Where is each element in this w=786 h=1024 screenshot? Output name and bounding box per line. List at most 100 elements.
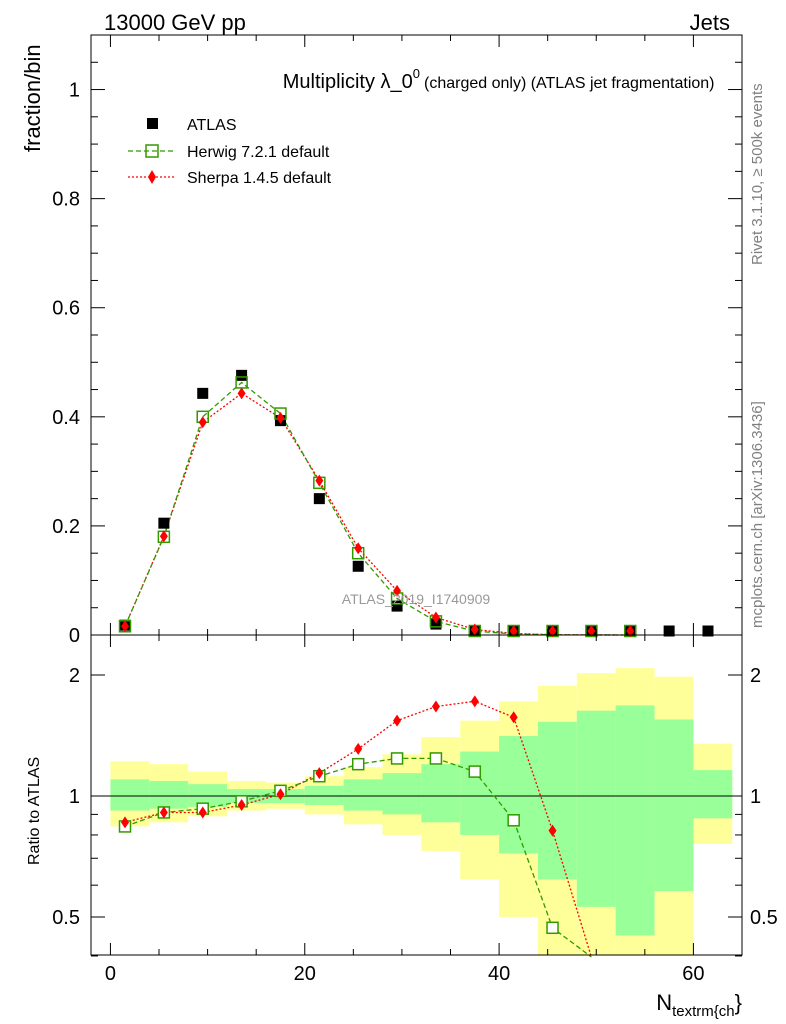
x-label-sub: textrm{ch [672,1003,735,1020]
sherpa-ratio-point [198,806,207,819]
ratio-band-inner [421,764,461,823]
ratio-band-inner [693,770,733,819]
herwig-line [124,381,631,636]
sherpa-point [509,625,518,637]
sherpa-point [121,620,130,633]
sherpa-ratio-point [431,700,440,713]
sherpa-ratio-point [237,798,246,811]
legend-herwig-marker [145,144,159,158]
ratio-tick-label-left: 1 [69,786,80,808]
sherpa-ratio-point [121,816,130,829]
legend-sherpa-marker [148,170,156,184]
chart-title: Multiplicity λ_00 [283,66,420,93]
sherpa-point [276,411,285,424]
x-tick-label: 60 [682,963,704,985]
ratio-band-inner [188,784,228,807]
ratio-y-axis-label: Ratio to ATLAS [26,757,43,865]
chart-subtitle: (charged only) (ATLAS jet fragmentation) [424,75,715,92]
atlas-point [391,600,403,612]
atlas-point [702,625,714,637]
herwig-ratio-point [429,752,443,765]
atlas-point [236,369,248,381]
rivet-label: Rivet 3.1.10, ≥ 500k events [749,83,766,265]
sherpa-point [431,611,440,624]
ratio-band-inner [654,719,694,892]
ratio-band-inner [537,721,577,880]
y-tick-label: 1 [69,80,80,102]
x-label-main: N [656,990,672,1015]
sherpa-line [124,392,631,636]
ratio-band-inner [576,710,616,907]
ratio-bands [91,668,742,955]
ratio-band-inner [615,705,655,936]
sherpa-point [470,623,479,636]
sherpa-point [587,625,596,637]
atlas-point [430,618,442,630]
ratio-tick-label-left: 0.5 [52,907,80,929]
title-superscript: 0 [413,66,420,81]
atlas-point [197,387,209,399]
legend-herwig-label: Herwig 7.2.1 default [187,144,330,161]
atlas-point [663,625,675,637]
legend-atlas-marker [147,118,158,129]
ratio-tick-label-right: 1 [750,786,761,808]
ratio-band-inner [499,736,538,854]
sherpa-point [393,584,402,597]
title-main: Multiplicity λ_0 [283,71,413,93]
sherpa-point [626,625,635,637]
sherpa-ratio-point [276,788,285,801]
ratio-tick-label-right: 2 [750,665,761,687]
herwig-ratio-point [546,921,559,935]
sherpa-ratio-point [315,767,324,780]
y-tick-label: 0.2 [52,516,80,538]
atlas-point [352,560,364,572]
y-axis-label: fraction/bin [20,44,45,152]
ratio-plot-marks [118,695,593,958]
ratio-band-inner [382,773,422,815]
ratio-band-inner [460,751,500,835]
atlas-point [158,517,170,529]
x-tick-label: 40 [488,963,510,985]
ratio-tick-label-right: 0.5 [750,907,778,929]
ratio-band-inner [110,779,150,811]
watermark: ATLAS_2019_I1740909 [342,591,491,607]
ratio-tick-label-left: 2 [69,665,80,687]
sherpa-point [159,530,168,543]
sherpa-ratio-point [354,742,363,755]
x-tick-label: 20 [294,963,316,985]
sherpa-ratio-point [159,806,168,819]
herwig-ratio-point [468,765,482,778]
atlas-point [313,493,325,505]
legend-atlas-label: ATLAS [187,117,237,134]
sherpa-point [315,474,324,487]
y-tick-label: 0 [69,625,80,647]
x-tick-label: 0 [105,963,116,985]
sherpa-ratio-point [509,711,518,724]
ratio-frame [90,634,743,956]
sherpa-point [198,416,207,429]
sherpa-point [237,387,246,400]
x-label-close: } [735,990,742,1015]
mcplots-label: mcplots.cern.ch [arXiv:1306.3436] [749,401,766,628]
sherpa-point [354,542,363,555]
y-tick-label: 0.6 [52,298,80,320]
ratio-band-inner [304,785,344,805]
ratio-band-inner [149,780,189,809]
sherpa-ratio-point [548,824,557,837]
sherpa-point [548,625,557,637]
axes: 0 20 40 60 0 0.2 0.4 0.6 0.8 1 0.5 0.5 1 1 2 2 [52,34,778,985]
y-tick-label: 0.8 [52,189,80,211]
ratio-band-inner [343,779,383,811]
header-left: 13000 GeV pp [104,10,246,35]
herwig-ratio-point [390,752,404,765]
x-axis-label: Ntextrm{ch} [656,990,742,1020]
sherpa-ratio-point [393,714,402,727]
legend-sherpa-label: Sherpa 1.4.5 default [187,170,332,187]
y-tick-label: 0.4 [52,407,80,429]
herwig-ratio-point [507,814,520,827]
herwig-ratio-point [351,757,365,771]
sherpa-ratio-point [470,695,479,708]
header-right: Jets [690,10,730,35]
main-plot-marks [118,369,714,638]
